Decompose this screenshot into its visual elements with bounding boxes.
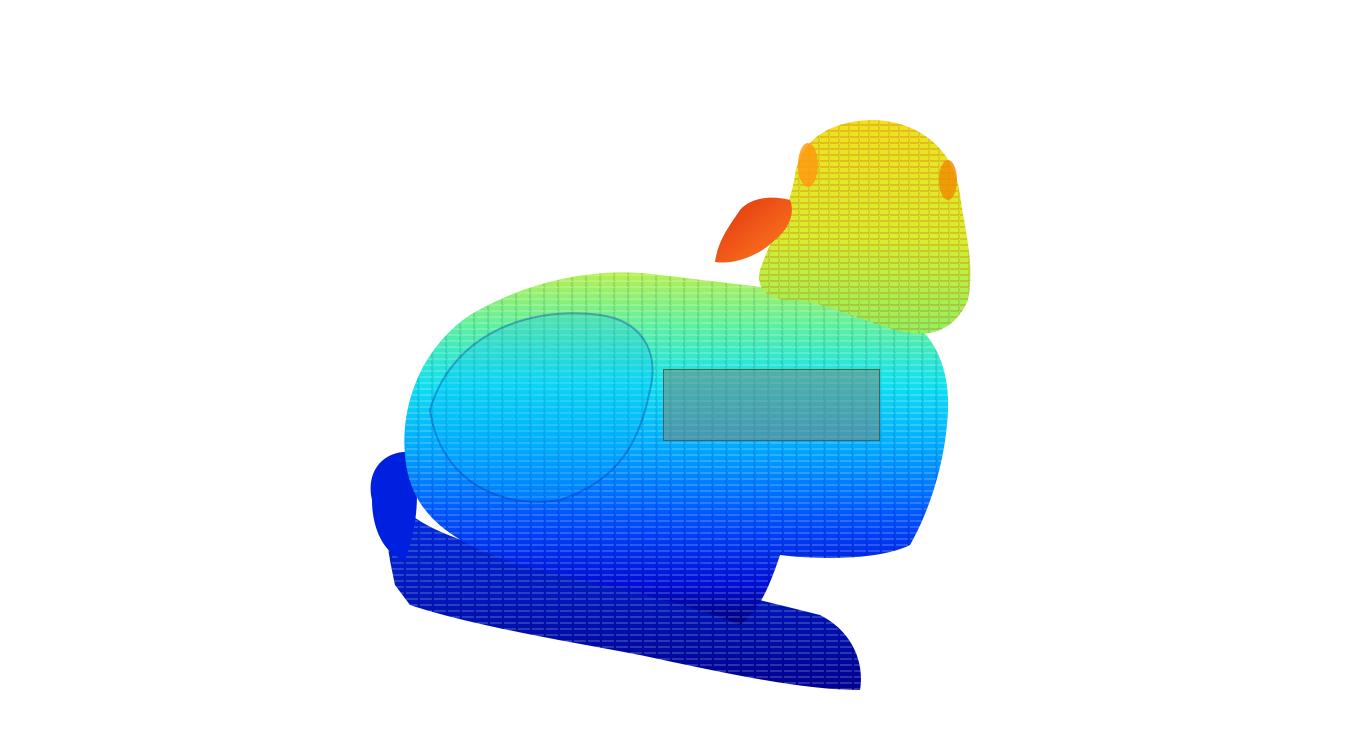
duck-wing bbox=[428, 312, 654, 503]
duck-beak bbox=[715, 197, 792, 263]
duck-tail bbox=[370, 451, 417, 560]
duck-eye-left bbox=[798, 143, 818, 187]
selection-rectangle[interactable] bbox=[663, 369, 880, 441]
duck-eye-right bbox=[939, 160, 957, 200]
